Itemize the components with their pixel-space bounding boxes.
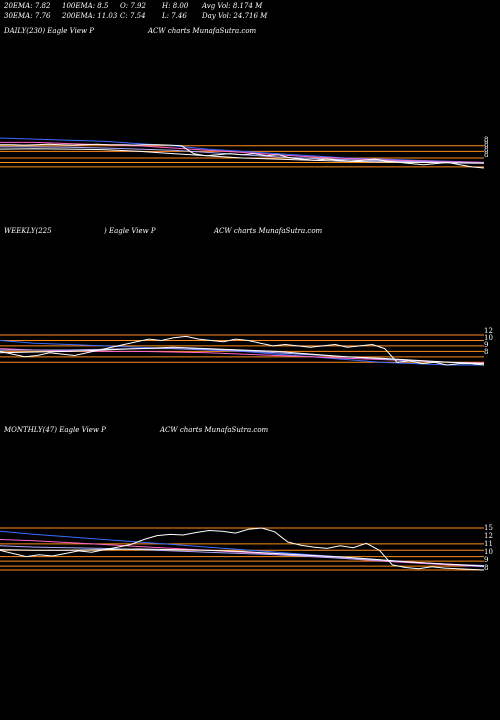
monthly-panel-brand: ACW charts MunafaSutra.com — [160, 426, 269, 434]
day-vol-label: Day Vol: 24.716 M — [202, 12, 268, 20]
weekly-panel-mid: ) Eagle View P — [104, 227, 156, 235]
daily-ema-line — [0, 148, 485, 164]
monthly-tick-label: 15 — [484, 524, 493, 532]
daily-panel-label: DAILY(230) Eagle View P — [4, 27, 94, 35]
weekly-panel-label: WEEKLY(225 — [4, 227, 52, 235]
weekly-tick-label: 9 — [484, 341, 488, 349]
monthly-ema-line — [0, 539, 485, 567]
daily-tick-label: 8 — [484, 141, 488, 149]
weekly-tick-label: 12 — [484, 327, 493, 335]
weekly-tick-label: 8 — [484, 348, 488, 356]
weekly-tick-label: 10 — [484, 334, 493, 342]
weekly-price-line — [0, 335, 485, 366]
monthly-ema-line — [0, 548, 485, 567]
daily-tick-label: 8 — [484, 136, 488, 144]
daily-panel-brand: ACW charts MunafaSutra.com — [148, 27, 257, 35]
close-label: C: 7.54 — [120, 12, 146, 20]
monthly-tick-label: 9 — [484, 556, 488, 564]
open-label: O: 7.92 — [120, 2, 146, 10]
weekly-panel-brand: ACW charts MunafaSutra.com — [214, 227, 323, 235]
weekly-ema-line — [0, 340, 484, 366]
daily-ema-line — [0, 137, 485, 163]
monthly-tick-label: 8 — [484, 564, 488, 572]
low-label: L: 7.46 — [162, 12, 187, 20]
monthly-tick-label: 11 — [484, 540, 493, 548]
weekly-ema-line — [0, 346, 485, 365]
weekly-ema-line — [0, 348, 485, 365]
daily-tick-label: 8 — [484, 146, 488, 154]
ema30-label: 30EMA: 7.76 — [4, 12, 51, 20]
daily-ema-line — [0, 141, 485, 163]
daily-tick-label: 8 — [484, 151, 488, 159]
ema100-label: 100EMA: 8.5 — [62, 2, 109, 10]
ema20-label: 20EMA: 7.82 — [4, 2, 51, 10]
avg-vol-label: Avg Vol: 8.174 M — [202, 2, 263, 10]
monthly-price-line — [0, 527, 485, 571]
ema200-label: 200EMA: 11.03 — [62, 12, 118, 20]
monthly-panel-label: MONTHLY(47) Eagle View P — [4, 426, 106, 434]
monthly-tick-label: 12 — [484, 532, 493, 540]
daily-price-line — [0, 143, 485, 169]
high-label: H: 8.00 — [162, 2, 189, 10]
monthly-tick-label: 10 — [484, 548, 493, 556]
